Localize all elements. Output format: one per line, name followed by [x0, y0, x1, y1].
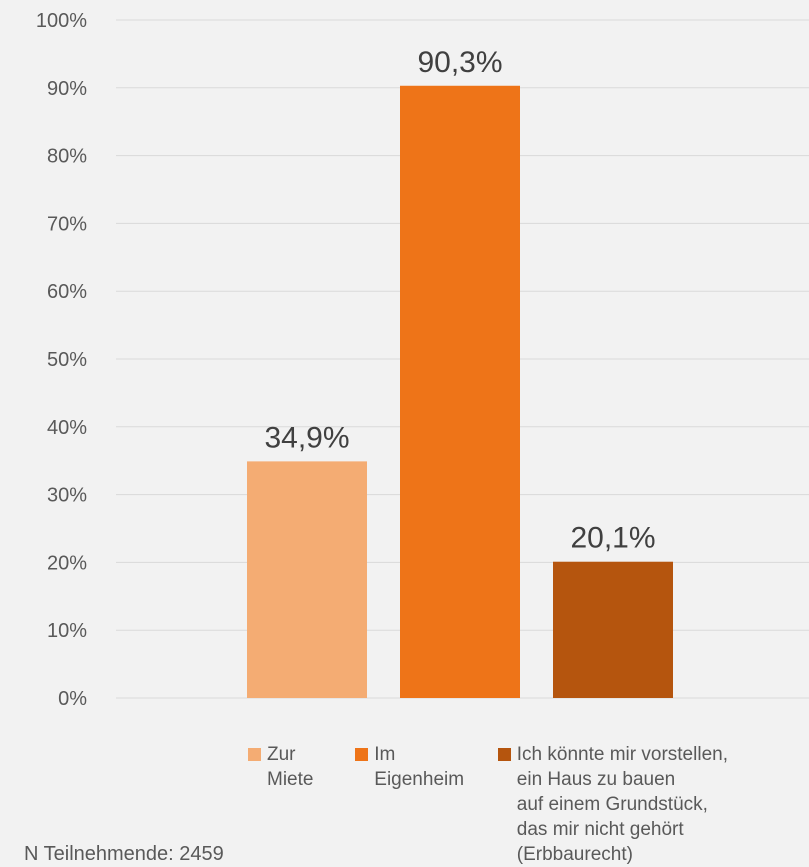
legend-label-zur-miete: Zur Miete [267, 744, 314, 790]
footnote-participants: N Teilnehmende: 2459 [24, 843, 224, 865]
y-tick-label: 70% [47, 213, 87, 235]
bar [400, 85, 520, 699]
legend-swatch-zur-miete [248, 748, 261, 761]
bar [553, 561, 673, 698]
legend-label-im-eigenheim: Im Eigenheim [374, 744, 465, 790]
y-tick-label: 30% [47, 485, 87, 507]
y-tick-label: 100% [36, 10, 87, 32]
bars [247, 85, 673, 699]
data-labels: 34,9% 90,3% 20,1% [264, 46, 655, 555]
y-tick-label: 10% [47, 620, 87, 642]
y-axis-ticks: 0% 10% 20% 30% 40% 50% 60% 70% 80% 90% 100% [36, 10, 87, 710]
bar-chart: 0% 10% 20% 30% 40% 50% 60% 70% 80% 90% 100% 34,9% 9… [36, 10, 809, 710]
y-tick-label: 60% [47, 281, 87, 303]
y-tick-label: 90% [47, 78, 87, 100]
legend-label-erbbaurecht: Ich könnte mir vorstellen, ein Haus zu b… [516, 744, 728, 865]
legend-swatch-erbbaurecht [497, 748, 511, 761]
legend: Zur Miete Im Eigenheim Ich könnte mir vo… [248, 742, 809, 867]
data-label: 90,3% [417, 46, 502, 79]
legend-item-im-eigenheim: Im Eigenheim [355, 742, 488, 792]
y-tick-label: 0% [58, 688, 87, 710]
legend-item-erbbaurecht: Ich könnte mir vorstellen, ein Haus zu b… [497, 742, 799, 867]
bar [247, 461, 367, 698]
y-tick-label: 50% [47, 349, 87, 371]
data-label: 34,9% [264, 421, 349, 454]
y-tick-label: 20% [47, 552, 87, 574]
legend-swatch-im-eigenheim [355, 748, 369, 761]
data-label: 20,1% [570, 522, 655, 555]
y-tick-label: 80% [47, 146, 87, 168]
legend-item-zur-miete: Zur Miete [248, 742, 345, 792]
y-tick-label: 40% [47, 417, 87, 439]
